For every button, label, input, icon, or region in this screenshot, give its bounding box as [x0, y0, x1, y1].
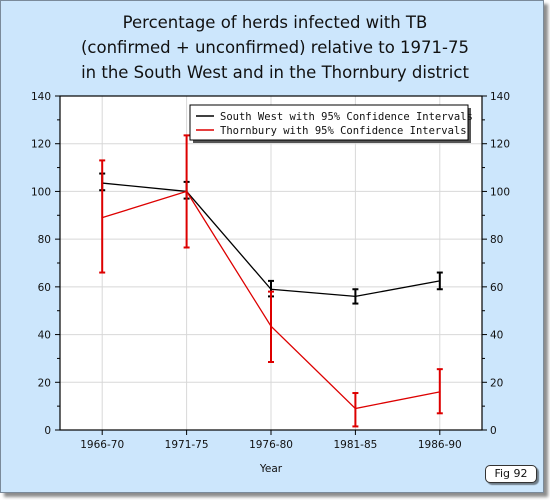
- x-tick-label: 1986-90: [418, 439, 462, 451]
- x-axis-label: Year: [259, 463, 283, 475]
- plot-border: [59, 95, 483, 431]
- y-tick-label-right: 60: [490, 282, 503, 294]
- y-tick-label-right: 120: [490, 139, 510, 151]
- data-point: [439, 391, 441, 393]
- y-tick-label-right: 100: [490, 186, 510, 198]
- y-tick-label-left: 120: [31, 139, 51, 151]
- data-point: [354, 295, 357, 298]
- data-point: [270, 325, 272, 328]
- axes: 0 0 20 20 40 40 60 60 80 80 100 100 120 120 140 140 1966…: [31, 91, 510, 451]
- legend: South West with 95% Confidence Intervals…: [189, 104, 473, 143]
- y-tick-label-right: 20: [490, 377, 503, 389]
- y-tick-label-left: 0: [44, 425, 51, 437]
- data-point: [185, 190, 188, 193]
- legend-label: South West with 95% Confidence Intervals: [220, 111, 473, 123]
- y-tick-label-right: 80: [490, 234, 503, 246]
- chart-title-line-1: Percentage of herds infected with TB: [122, 13, 428, 32]
- y-tick-label-right: 140: [490, 91, 510, 103]
- y-tick-label-left: 100: [31, 186, 51, 198]
- data-point: [270, 288, 272, 291]
- y-tick-label-right: 0: [490, 425, 497, 437]
- data-point: [354, 407, 357, 410]
- x-tick-label: 1966-70: [80, 439, 124, 451]
- legend-box: [189, 104, 469, 141]
- x-tick-label: 1971-75: [165, 439, 209, 451]
- series-2: [99, 134, 443, 428]
- data-point: [101, 216, 103, 219]
- y-tick-label-left: 140: [31, 91, 51, 103]
- x-tick-label: 1981-85: [333, 439, 377, 451]
- legend-label: Thornbury with 95% Confidence Intervals: [220, 125, 467, 137]
- x-tick-label: 1976-80: [249, 439, 293, 451]
- series-group: [99, 134, 443, 428]
- y-tick-label-left: 20: [38, 377, 51, 389]
- y-tick-label-left: 40: [38, 330, 51, 342]
- data-point: [439, 280, 441, 282]
- chart-title: Percentage of herds infected with TB (co…: [0, 10, 550, 85]
- figure-label: Fig 92: [485, 465, 537, 483]
- y-tick-label-left: 60: [38, 282, 51, 294]
- y-tick-label-left: 80: [38, 234, 51, 246]
- chart-title-line-3: in the South West and in the Thornbury d…: [81, 63, 469, 82]
- y-tick-label-right: 40: [490, 330, 503, 342]
- chart-title-line-2: (confirmed + unconfirmed) relative to 19…: [81, 38, 469, 57]
